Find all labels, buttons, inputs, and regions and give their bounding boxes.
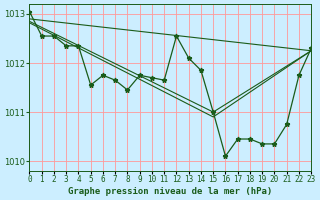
X-axis label: Graphe pression niveau de la mer (hPa): Graphe pression niveau de la mer (hPa)	[68, 187, 272, 196]
